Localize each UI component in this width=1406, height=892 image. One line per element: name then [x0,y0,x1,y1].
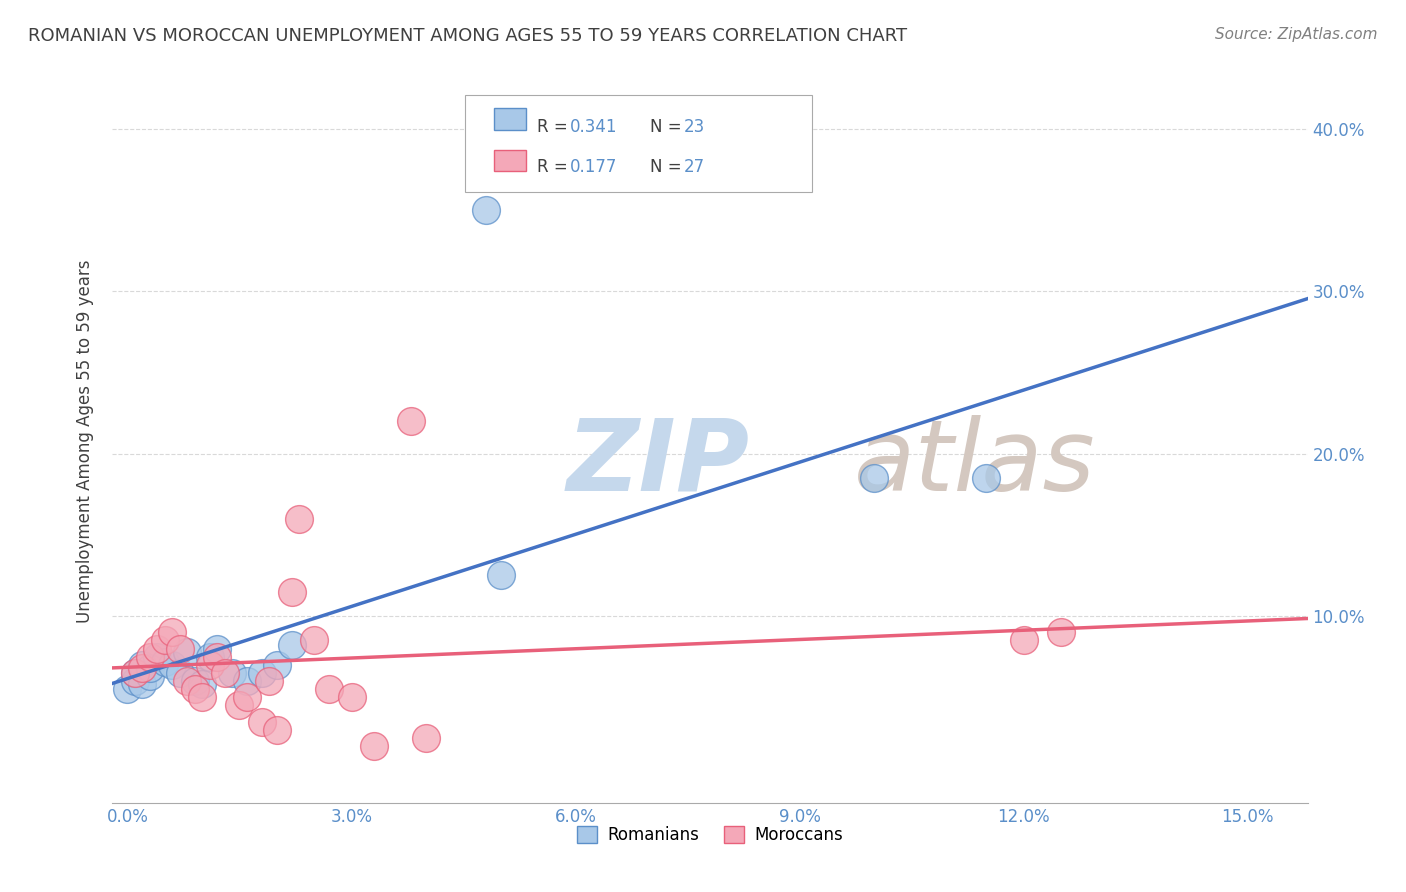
Point [124,673,146,688]
Point [266,723,288,737]
Point [176,645,198,659]
Point [191,690,214,705]
Point [146,641,169,656]
Text: R =: R = [537,158,572,177]
Point [139,649,162,664]
Point [214,665,236,680]
Point [281,584,304,599]
Point [288,511,311,525]
Point [250,665,273,680]
Text: R =: R = [537,118,572,136]
Point [863,471,886,485]
Point [131,661,153,675]
Point [124,665,146,680]
Point [1012,633,1035,648]
Point [221,665,243,680]
Point [228,698,250,713]
Point [363,739,385,753]
Point [117,682,139,697]
Point [169,641,191,656]
Point [162,657,183,672]
Point [976,471,998,485]
Point [250,714,273,729]
Text: N =: N = [651,158,688,177]
Point [236,690,259,705]
Text: N =: N = [651,118,688,136]
Point [183,682,205,697]
Text: 0.177: 0.177 [571,158,617,177]
Point [205,641,228,656]
Text: 23: 23 [683,118,704,136]
Point [205,649,228,664]
Text: Source: ZipAtlas.com: Source: ZipAtlas.com [1215,27,1378,42]
Point [146,649,169,664]
Point [489,568,512,582]
Point [198,649,221,664]
Legend: Romanians, Moroccans: Romanians, Moroccans [569,817,851,852]
Point [124,665,146,680]
Point [415,731,437,745]
FancyBboxPatch shape [494,150,526,171]
FancyBboxPatch shape [494,109,526,130]
Text: atlas: atlas [853,415,1095,512]
Point [162,625,183,640]
Point [318,682,340,697]
Point [153,633,176,648]
Point [139,669,162,683]
Point [169,665,191,680]
Point [131,677,153,691]
Point [131,657,153,672]
FancyBboxPatch shape [465,95,811,193]
Text: 27: 27 [683,158,704,177]
Point [183,673,205,688]
Point [236,673,259,688]
Point [281,638,304,652]
Point [259,673,281,688]
Text: 0.341: 0.341 [571,118,617,136]
Point [475,203,498,218]
Point [1050,625,1073,640]
Text: ZIP: ZIP [567,415,749,512]
Point [401,414,423,428]
Y-axis label: Unemployment Among Ages 55 to 59 years: Unemployment Among Ages 55 to 59 years [76,260,94,624]
Point [302,633,325,648]
Point [153,655,176,669]
Text: ROMANIAN VS MOROCCAN UNEMPLOYMENT AMONG AGES 55 TO 59 YEARS CORRELATION CHART: ROMANIAN VS MOROCCAN UNEMPLOYMENT AMONG … [28,27,907,45]
Point [191,677,214,691]
Point [340,690,363,705]
Point [266,657,288,672]
Point [139,661,162,675]
Point [198,657,221,672]
Point [176,673,198,688]
